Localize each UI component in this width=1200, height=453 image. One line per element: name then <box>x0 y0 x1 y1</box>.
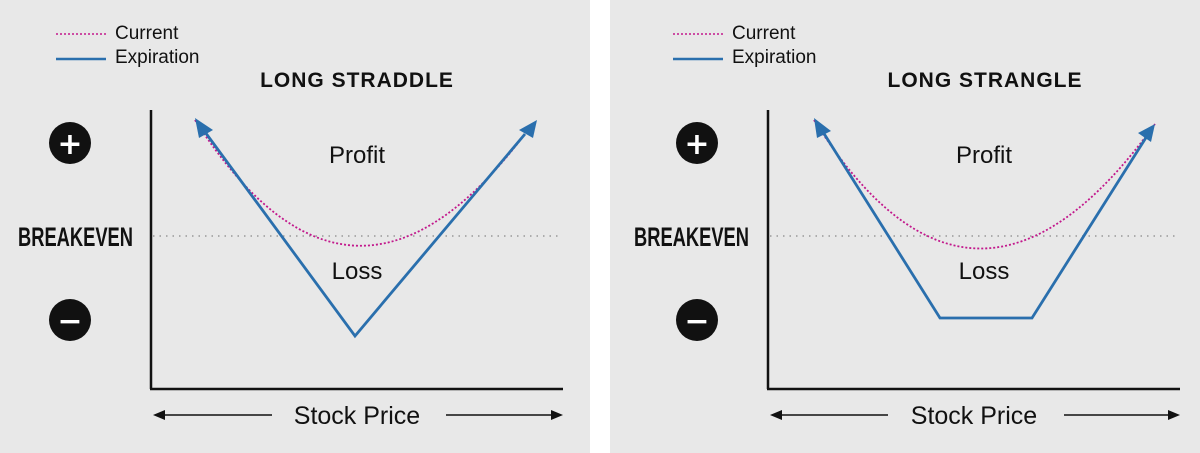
legend-current-label: Current <box>732 23 796 44</box>
expiration-line <box>203 131 527 339</box>
minus-sign: − <box>684 304 709 339</box>
expiration-arrow-left <box>195 118 213 138</box>
plus-icon <box>676 122 718 164</box>
plus-sign: + <box>57 127 82 162</box>
expiration-arrow-right <box>1138 124 1155 142</box>
expiration-line <box>821 131 1149 320</box>
plus-icon <box>49 122 91 164</box>
axis-arrow-right-head <box>1168 410 1180 420</box>
axis-arrow-left-head <box>153 410 165 420</box>
strangle-diagram: Current Expiration LONG STRANGLE + − BRE… <box>634 23 1180 430</box>
expiration-arrow-left <box>814 118 831 138</box>
minus-icon <box>49 299 91 341</box>
straddle-diagram: Current Expiration LONG STRADDLE + − BRE… <box>18 23 563 430</box>
loss-label: Loss <box>332 258 383 285</box>
x-axis-label: Stock Price <box>294 402 420 430</box>
profit-label: Profit <box>956 142 1012 169</box>
chart-title: LONG STRANGLE <box>888 69 1083 92</box>
current-curve <box>813 119 1156 250</box>
breakeven-label: BREAKEVEN <box>18 222 133 252</box>
axis-arrow-left-head <box>770 410 782 420</box>
x-axis-label: Stock Price <box>911 402 1037 430</box>
breakeven-label: BREAKEVEN <box>634 222 749 252</box>
loss-label: Loss <box>959 258 1010 285</box>
minus-icon <box>676 299 718 341</box>
legend-current-label: Current <box>115 23 179 44</box>
expiration-arrow-right <box>519 120 537 138</box>
axis-arrow-right-head <box>551 410 563 420</box>
plus-sign: + <box>684 127 709 162</box>
chart-title: LONG STRADDLE <box>260 69 454 92</box>
legend-expiration-label: Expiration <box>115 47 200 68</box>
minus-sign: − <box>57 304 82 339</box>
legend-expiration-label: Expiration <box>732 47 817 68</box>
strangle-panel: Current Expiration LONG STRANGLE + − BRE… <box>610 0 1200 453</box>
profit-label: Profit <box>329 142 385 169</box>
straddle-panel: Current Expiration LONG STRADDLE + − BRE… <box>0 0 590 453</box>
